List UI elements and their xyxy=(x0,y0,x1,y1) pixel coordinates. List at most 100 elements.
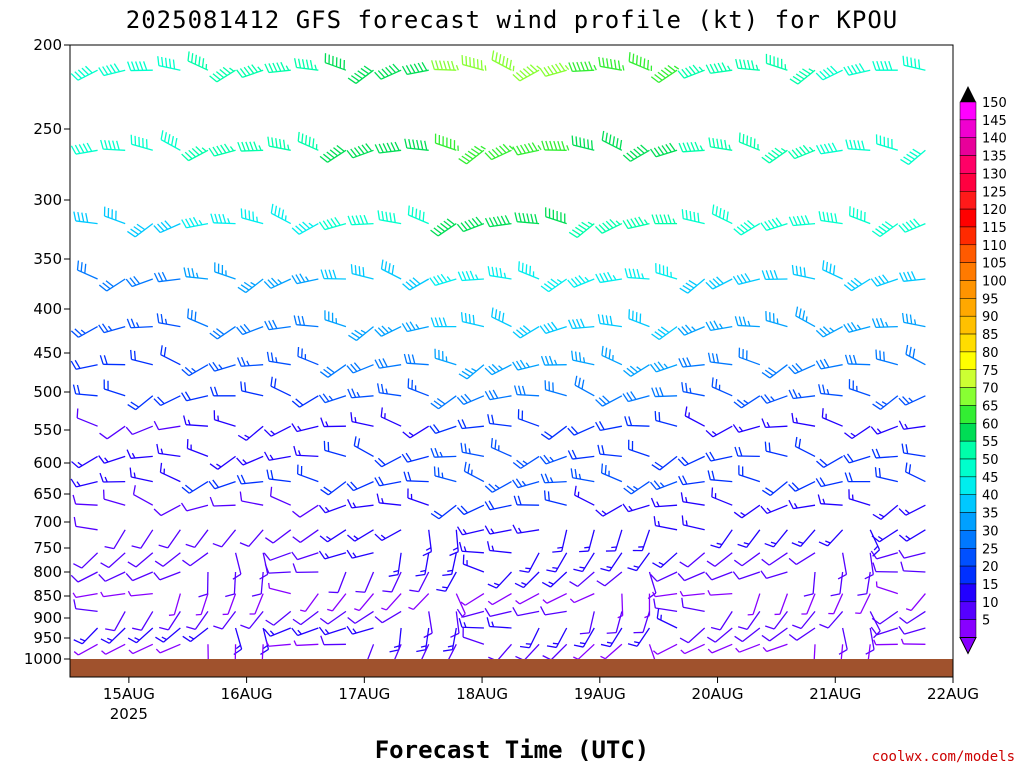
barb-flag xyxy=(161,271,168,281)
barb-flag xyxy=(677,327,685,336)
barb-flag xyxy=(301,133,304,144)
barb-flag xyxy=(484,367,493,376)
barb-flag xyxy=(601,345,604,356)
barb-flag xyxy=(494,52,498,62)
wind-barb xyxy=(487,266,512,280)
wind-barb xyxy=(355,571,375,593)
wind-barb xyxy=(70,359,98,370)
barb-flag xyxy=(677,573,685,582)
wind-barb xyxy=(291,221,319,235)
barb-staff xyxy=(655,419,678,427)
barb-flag xyxy=(501,312,505,323)
barb-flag xyxy=(732,275,740,285)
barb-flag xyxy=(98,67,105,76)
barb-staff xyxy=(327,481,347,496)
wind-barb xyxy=(236,64,264,78)
colorbar-swatch xyxy=(959,565,977,585)
barb-flag xyxy=(830,593,841,597)
barb-flag xyxy=(654,461,664,469)
barb-flag xyxy=(225,593,235,598)
barb-flag xyxy=(408,139,412,149)
barb-half-flag xyxy=(131,452,136,459)
barb-staff xyxy=(655,607,678,613)
barb-staff xyxy=(354,610,374,624)
barb-flag xyxy=(220,144,227,154)
barb-flag xyxy=(879,317,885,328)
barb-flag xyxy=(100,638,110,644)
barb-staff xyxy=(418,571,430,592)
barb-flag xyxy=(198,593,208,598)
wind-barb xyxy=(624,416,650,427)
barb-flag xyxy=(571,135,574,146)
y-tick-label: 1000 xyxy=(24,650,62,668)
barb-flag xyxy=(460,395,468,404)
barb-flag xyxy=(761,372,771,379)
barb-flag xyxy=(761,156,770,164)
barb-flag xyxy=(347,388,353,398)
wind-barb xyxy=(900,638,926,645)
wind-barb xyxy=(569,571,595,587)
barb-flag xyxy=(606,632,617,634)
barb-flag xyxy=(318,504,326,514)
barb-staff xyxy=(78,326,98,338)
barb-flag xyxy=(570,278,579,287)
barb-flag xyxy=(639,56,642,67)
barb-flag xyxy=(669,142,676,152)
barb-flag xyxy=(881,223,891,231)
wind-barb xyxy=(815,142,843,155)
barb-flag xyxy=(898,420,905,430)
wind-barb xyxy=(346,549,374,559)
barb-staff xyxy=(766,319,788,328)
barb-flag xyxy=(244,209,247,219)
barb-flag xyxy=(764,221,771,230)
barb-flag xyxy=(870,278,878,287)
wind-barb xyxy=(765,311,788,328)
wind-barb xyxy=(902,55,926,71)
barb-flag xyxy=(694,141,700,151)
barb-flag xyxy=(906,56,909,67)
wind-barb xyxy=(515,643,540,661)
y-tick-label: 700 xyxy=(33,513,62,531)
wind-barb xyxy=(845,139,871,151)
barb-flag xyxy=(77,69,86,78)
barb-flag xyxy=(125,573,134,582)
wind-barb xyxy=(708,137,733,151)
barb-staff xyxy=(906,610,926,624)
barb-flag xyxy=(870,626,878,636)
barb-flag xyxy=(571,350,574,361)
barb-flag xyxy=(643,58,646,68)
barb-staff xyxy=(221,611,237,630)
barb-staff xyxy=(710,361,733,366)
barb-half-flag xyxy=(393,569,399,573)
barb-flag xyxy=(429,425,437,434)
barb-flag xyxy=(393,213,396,223)
wind-barb xyxy=(622,144,650,162)
barb-flag xyxy=(872,513,882,520)
barb-flag xyxy=(183,415,187,425)
barb-flag xyxy=(407,354,412,364)
wind-barb xyxy=(791,412,816,427)
wind-barb xyxy=(738,347,761,366)
barb-flag xyxy=(271,277,279,286)
barb-flag xyxy=(629,365,639,373)
wind-barb xyxy=(873,639,898,646)
barb-flag xyxy=(236,457,244,466)
barb-flag xyxy=(595,399,603,407)
wind-barb xyxy=(389,627,402,653)
barb-flag xyxy=(519,359,527,369)
barb-flag xyxy=(131,61,136,71)
barb-flag xyxy=(323,368,332,376)
barb-flag xyxy=(716,138,720,149)
barb-half-flag xyxy=(612,274,617,281)
wind-barb xyxy=(655,263,678,280)
barb-staff xyxy=(601,139,623,151)
barb-flag xyxy=(709,321,716,331)
barb-flag xyxy=(663,214,668,224)
barb-half-flag xyxy=(579,566,585,569)
barb-flag xyxy=(904,462,908,473)
barb-flag xyxy=(872,60,877,71)
barb-half-flag xyxy=(582,357,586,363)
chart-title: 2025081412 GFS forecast wind profile (kt… xyxy=(126,6,898,34)
barb-flag xyxy=(417,62,424,72)
barb-staff xyxy=(455,593,466,614)
